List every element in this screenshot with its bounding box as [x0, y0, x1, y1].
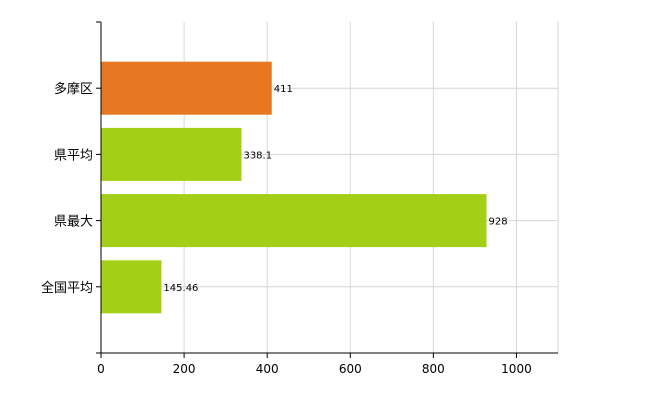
x-tick-label-600: 600 [339, 362, 362, 376]
bar-0 [101, 61, 272, 115]
bars [101, 61, 487, 314]
x-tick-label-1000: 1000 [501, 362, 532, 376]
horizontal-gridlines [101, 87, 558, 288]
bar-2 [101, 194, 487, 248]
category-label-3: 全国平均 [41, 280, 93, 296]
axes [96, 21, 558, 358]
category-label-2: 県最大 [54, 215, 93, 230]
x-tick-label-0: 0 [97, 362, 105, 376]
bar-3 [101, 260, 162, 314]
value-labels: 411 338.1 928 145.46 [163, 84, 507, 294]
data-label-2: 928 [489, 217, 508, 228]
x-tick-labels: 0 200 400 600 800 1000 [97, 362, 532, 376]
x-tick-label-400: 400 [256, 362, 279, 376]
category-label-1: 県平均 [54, 148, 93, 163]
category-label-0: 多摩区 [54, 81, 93, 97]
data-label-3: 145.46 [163, 283, 198, 294]
x-tick-label-800: 800 [422, 362, 445, 376]
data-label-0: 411 [274, 84, 293, 95]
bar-1 [101, 127, 242, 181]
data-label-1: 338.1 [243, 150, 272, 161]
x-tick-label-200: 200 [173, 362, 196, 376]
